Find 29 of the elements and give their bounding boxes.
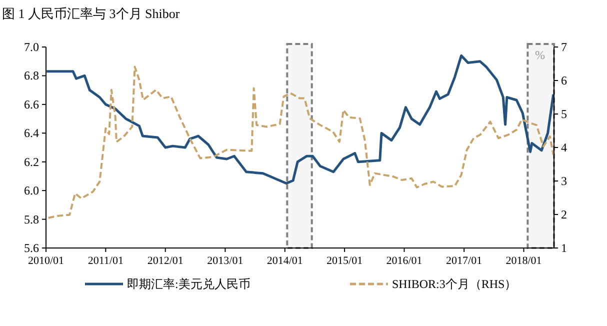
y2-tick-label: 2 bbox=[561, 208, 567, 222]
legend-label: SHIBOR:3个月（RHS） bbox=[392, 277, 517, 291]
y2-tick-label: 5 bbox=[561, 107, 567, 121]
y-tick-label: 5.8 bbox=[24, 212, 39, 226]
y2-tick-label: 1 bbox=[561, 241, 567, 255]
y-tick-label: 5.6 bbox=[24, 241, 39, 255]
chart-title: 图 1 人民币汇率与 3个月 Shibor bbox=[2, 6, 180, 21]
legend-label: 即期汇率:美元兑人民币 bbox=[127, 277, 250, 291]
y-tick-label: 6.8 bbox=[24, 68, 39, 83]
line-series bbox=[47, 66, 554, 219]
x-tick-label: 2013/01 bbox=[207, 255, 244, 267]
x-tick-label: 2016/01 bbox=[386, 255, 422, 267]
y-tick-label: 6.6 bbox=[24, 97, 39, 112]
y-tick-label: 6.4 bbox=[24, 126, 39, 140]
y2-tick-label: 7 bbox=[561, 40, 567, 54]
y-tick-label: 7.0 bbox=[24, 40, 39, 54]
y2-axis-title: % bbox=[535, 48, 545, 62]
x-tick-label: 2011/01 bbox=[88, 255, 124, 267]
x-tick-label: 2010/01 bbox=[28, 255, 64, 267]
x-tick-label: 2018/01 bbox=[506, 255, 542, 267]
x-tick-label: 2017/01 bbox=[446, 255, 482, 267]
y2-tick-label: 3 bbox=[561, 174, 567, 188]
y2-tick-label: 4 bbox=[561, 140, 567, 154]
x-tick-label: 2015/01 bbox=[326, 255, 363, 267]
x-tick-label: 2014/01 bbox=[266, 255, 303, 267]
y-tick-label: 6.0 bbox=[24, 184, 39, 198]
x-tick-label: 2012/01 bbox=[147, 255, 184, 267]
y2-tick-label: 6 bbox=[561, 74, 567, 88]
y-tick-label: 6.2 bbox=[24, 154, 39, 169]
